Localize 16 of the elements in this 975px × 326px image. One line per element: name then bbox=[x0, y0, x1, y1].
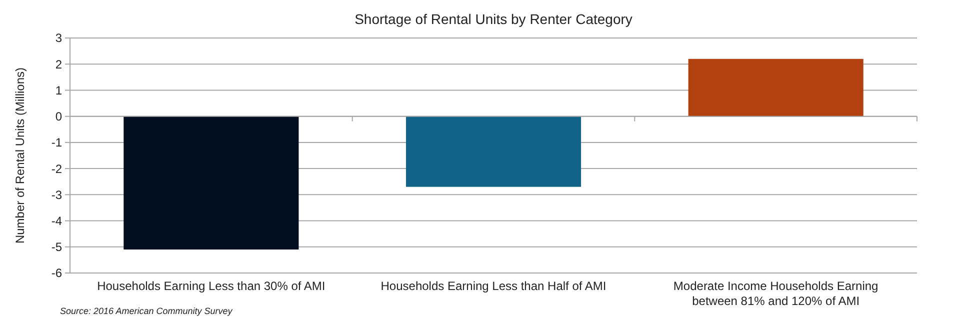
y-tick-label: -1 bbox=[51, 136, 62, 150]
y-tick-label: 0 bbox=[55, 110, 62, 124]
chart-title: Shortage of Rental Units by Renter Category bbox=[354, 11, 632, 27]
y-axis-title: Number of Rental Units (Millions) bbox=[13, 67, 27, 244]
y-tick-label: -5 bbox=[51, 240, 62, 254]
y-tick-label: 2 bbox=[55, 57, 62, 72]
y-tick-label: -4 bbox=[51, 214, 62, 228]
x-tick-label: Households Earning Less than 30% of AMI bbox=[97, 279, 326, 293]
y-tick-label: 1 bbox=[55, 83, 62, 98]
y-tick-label: -6 bbox=[51, 266, 62, 280]
source-note: Source: 2016 American Community Survey bbox=[60, 306, 233, 316]
y-tick-label: 3 bbox=[55, 31, 62, 46]
x-tick-label: Moderate Income Households Earning between 81% and 120% of AMI bbox=[673, 279, 878, 308]
y-tick-label: -3 bbox=[51, 188, 62, 202]
x-tick-label: Households Earning Less than Half of AMI bbox=[380, 279, 606, 293]
y-tick-label: -2 bbox=[51, 162, 62, 176]
